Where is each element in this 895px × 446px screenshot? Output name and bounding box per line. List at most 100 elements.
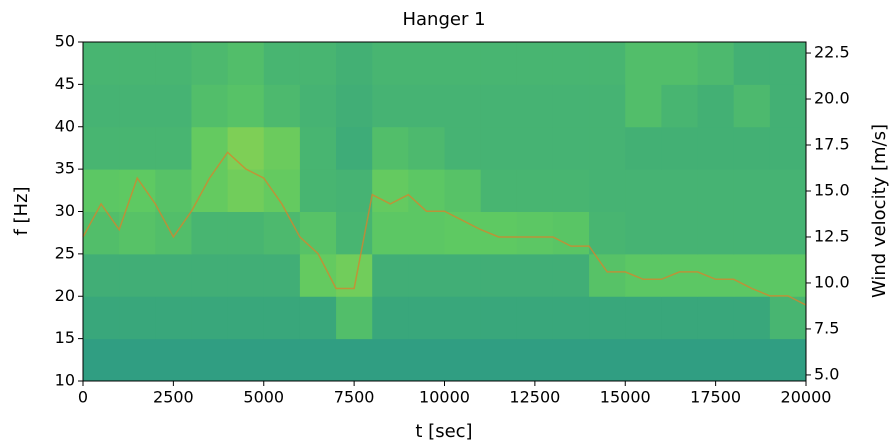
heatmap-cell — [263, 296, 301, 340]
heatmap-cell — [155, 253, 192, 297]
heatmap-cell — [697, 84, 735, 128]
heatmap-cell — [227, 84, 265, 128]
heatmap-cell — [516, 169, 554, 212]
heatmap-cell — [119, 42, 156, 85]
heatmap-cell — [625, 42, 662, 85]
heatmap-cell — [589, 126, 626, 170]
heatmap-cell — [83, 84, 120, 128]
heatmap-cell — [227, 42, 265, 85]
heatmap-cell — [191, 211, 229, 255]
heatmap-cell — [299, 338, 337, 382]
wind-line — [82, 151, 807, 306]
heatmap-cell — [299, 84, 337, 128]
heatmap-cell — [516, 42, 554, 85]
heatmap-cell — [299, 169, 337, 212]
heatmap-cell — [589, 84, 626, 128]
heatmap-cell — [408, 296, 445, 340]
heatmap-cell — [155, 338, 192, 382]
y-tick-label: 25 — [55, 243, 75, 262]
heatmap-cell — [697, 253, 735, 297]
heatmap-cell — [336, 296, 373, 340]
y-axis-title: f [Hz] — [11, 186, 32, 235]
heatmap-cell — [625, 84, 662, 128]
y-tick-label: 45 — [55, 74, 75, 93]
x-tick-label: 10000 — [419, 388, 470, 407]
y-tick-label: 20 — [55, 286, 75, 305]
heatmap-cell — [372, 42, 409, 85]
heatmap-cell — [299, 126, 337, 170]
heatmap-cell — [155, 126, 192, 170]
heatmap-cell — [444, 84, 482, 128]
heatmap-cell — [299, 296, 337, 340]
heatmap-cell — [769, 84, 807, 128]
y2-tick-label: 5.0 — [814, 364, 839, 383]
heatmap-cell — [733, 211, 771, 255]
x-tick-label: 20000 — [781, 388, 832, 407]
heatmap-cell — [769, 169, 807, 212]
heatmap-cell — [336, 338, 373, 382]
heatmap-cell — [155, 296, 192, 340]
heatmap-cell — [769, 42, 807, 85]
heatmap-cell — [516, 296, 554, 340]
heatmap-cell — [480, 84, 518, 128]
heatmap-cell — [625, 169, 662, 212]
heatmap-cell — [444, 253, 482, 297]
x-tick-label: 7500 — [334, 388, 375, 407]
y-tick-label: 10 — [55, 371, 75, 390]
heatmap-cell — [119, 126, 156, 170]
heatmap-cell — [336, 211, 373, 255]
heatmap-cell — [661, 211, 699, 255]
heatmap-cell — [661, 169, 699, 212]
heatmap-cell — [83, 211, 120, 255]
heatmap-cell — [733, 338, 771, 382]
heatmap-cell — [372, 84, 409, 128]
heatmap-cell — [769, 126, 807, 170]
heatmap-cell — [191, 42, 229, 85]
heatmap-cell — [444, 211, 482, 255]
heatmap-cell — [119, 338, 156, 382]
heatmap-cell — [661, 296, 699, 340]
heatmap-cell — [263, 126, 301, 170]
heatmap-cell — [661, 253, 699, 297]
heatmap-cell — [119, 211, 156, 255]
heatmap-cell — [625, 211, 662, 255]
heatmap-cell — [227, 253, 265, 297]
heatmap-cell — [336, 126, 373, 170]
heatmap-cell — [516, 126, 554, 170]
heatmap-cell — [661, 338, 699, 382]
heatmap-cell — [408, 169, 445, 212]
heatmap-cell — [552, 211, 590, 255]
heatmap-cell — [408, 211, 445, 255]
heatmap-cell — [552, 296, 590, 340]
heatmap-cell — [480, 169, 518, 212]
heatmap-cell — [444, 169, 482, 212]
x-tick-label: 5000 — [243, 388, 284, 407]
heatmap-cell — [263, 338, 301, 382]
heatmap-cell — [697, 126, 735, 170]
heatmap-cell — [625, 253, 662, 297]
heatmap-cell — [480, 253, 518, 297]
heatmap-cell — [408, 42, 445, 85]
heatmap-cell — [191, 84, 229, 128]
heatmap-cell — [697, 296, 735, 340]
heatmap-cell — [516, 84, 554, 128]
heatmap-cell — [733, 84, 771, 128]
heatmap-cell — [191, 338, 229, 382]
heatmap-cell — [552, 42, 590, 85]
heatmap-cell — [769, 211, 807, 255]
x-tick-label: 0 — [78, 388, 88, 407]
y2-tick-label: 15.0 — [814, 180, 850, 199]
heatmap-cell — [372, 211, 409, 255]
heatmap-cell — [589, 211, 626, 255]
heatmap-cell — [552, 338, 590, 382]
heatmap-cell — [697, 42, 735, 85]
y2-tick-label: 20.0 — [814, 89, 850, 108]
heatmap-cell — [516, 211, 554, 255]
heatmap-cell — [263, 42, 301, 85]
heatmap-cell — [480, 338, 518, 382]
heatmap-cell — [769, 296, 807, 340]
heatmap-cell — [733, 253, 771, 297]
heatmap-cell — [227, 169, 265, 212]
heatmap-cell — [119, 296, 156, 340]
heatmap-cell — [191, 253, 229, 297]
